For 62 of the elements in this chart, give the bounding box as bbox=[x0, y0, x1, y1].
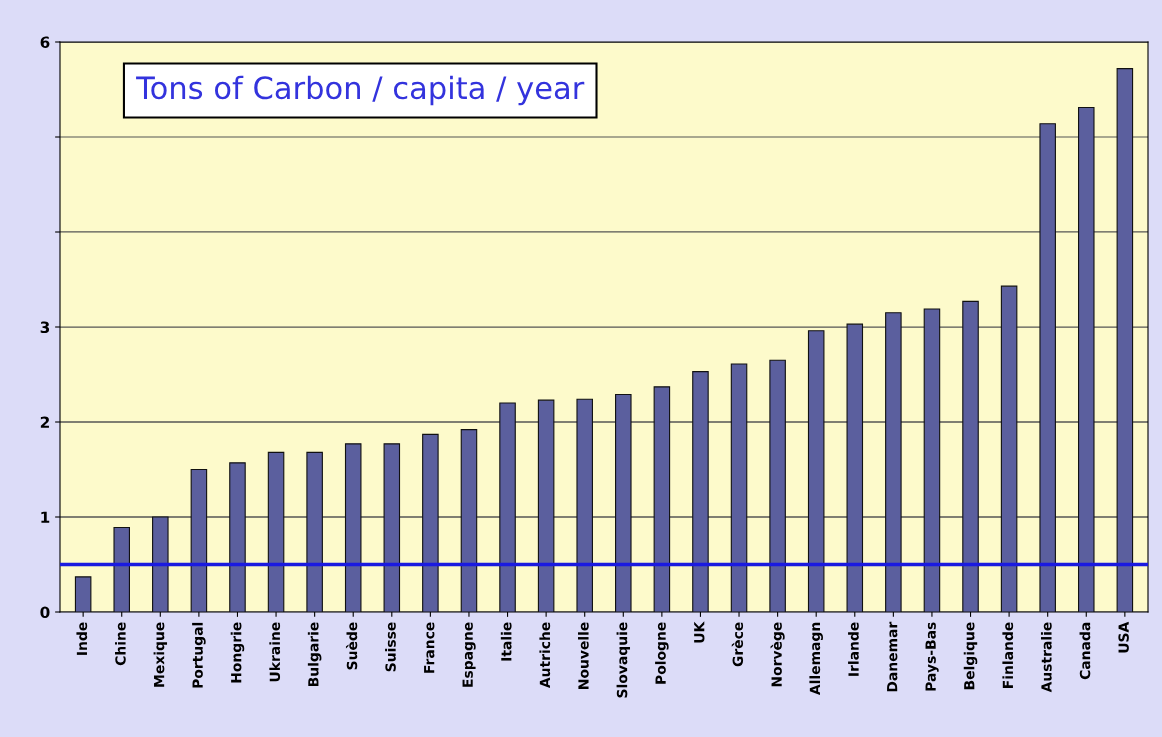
bar bbox=[344, 443, 362, 612]
x-tick-label: Bulgarie bbox=[307, 622, 322, 687]
bar bbox=[692, 371, 709, 612]
bar bbox=[730, 363, 748, 612]
x-tick-label: Italie bbox=[500, 622, 512, 661]
x-tick-label: Pays-Bas bbox=[925, 622, 939, 691]
x-tick-label: Suisse bbox=[385, 622, 396, 672]
bar bbox=[769, 359, 786, 612]
x-tick-label: Danemar bbox=[887, 621, 898, 692]
bar bbox=[113, 526, 131, 612]
bar bbox=[1039, 123, 1056, 612]
x-tick-label: Inde bbox=[76, 622, 88, 655]
x-tick-label: Belgique bbox=[963, 622, 978, 690]
bar bbox=[1077, 106, 1095, 612]
x-tick-label: Autriche bbox=[539, 622, 551, 689]
bar bbox=[152, 516, 169, 612]
x-tick-label: Suède bbox=[345, 622, 358, 670]
y-tick-label: 2 bbox=[40, 416, 49, 428]
bar bbox=[653, 386, 671, 612]
bar bbox=[1000, 285, 1018, 612]
x-tick-label: Espagne bbox=[462, 622, 476, 687]
x-tick-label: USA bbox=[1118, 621, 1129, 653]
bar bbox=[846, 323, 864, 612]
bar bbox=[190, 468, 208, 612]
x-tick-label: UK bbox=[694, 621, 705, 643]
x-tick-label: Pologne bbox=[655, 622, 669, 684]
bar bbox=[1116, 68, 1134, 612]
x-tick-label: Portugal bbox=[192, 622, 206, 688]
bar bbox=[383, 443, 401, 612]
bar bbox=[537, 399, 555, 612]
bar bbox=[74, 576, 92, 612]
bar bbox=[229, 462, 246, 612]
bar bbox=[267, 451, 285, 612]
x-tick-label: Hongrie bbox=[230, 622, 245, 683]
x-tick-label: Nouvelle bbox=[577, 622, 589, 689]
x-tick-label: Irlande bbox=[848, 622, 859, 676]
x-tick-label: Chine bbox=[115, 622, 126, 666]
x-tick-label: Grèce bbox=[731, 622, 744, 667]
text: Tons of Carbon / capita / year bbox=[136, 75, 585, 106]
bar bbox=[460, 429, 478, 612]
bar bbox=[576, 398, 593, 612]
y-tick-label: 3 bbox=[40, 321, 50, 334]
x-tick-label: Mexique bbox=[153, 622, 168, 687]
bar bbox=[499, 402, 516, 612]
x-tick-label: Slovaquie bbox=[616, 622, 631, 698]
x-tick-label: Canada bbox=[1079, 622, 1091, 680]
bar bbox=[962, 300, 979, 612]
bar bbox=[923, 308, 941, 612]
y-tick-label: 6 bbox=[40, 36, 50, 49]
x-tick-label: Ukraine bbox=[269, 622, 281, 682]
x-tick-label: France bbox=[424, 622, 435, 673]
bar bbox=[306, 451, 323, 612]
x-tick-label: Finlande bbox=[1002, 622, 1014, 688]
bar bbox=[615, 393, 632, 612]
y-tick-label: 1 bbox=[41, 511, 50, 523]
x-tick-label: Norvège bbox=[770, 622, 785, 687]
bar bbox=[885, 312, 902, 612]
x-tick-label: Australie bbox=[1040, 622, 1052, 693]
bar bbox=[422, 433, 439, 612]
y-tick-label: 0 bbox=[40, 606, 50, 619]
bar bbox=[807, 330, 825, 612]
x-tick-label: Allemagn bbox=[809, 622, 823, 696]
